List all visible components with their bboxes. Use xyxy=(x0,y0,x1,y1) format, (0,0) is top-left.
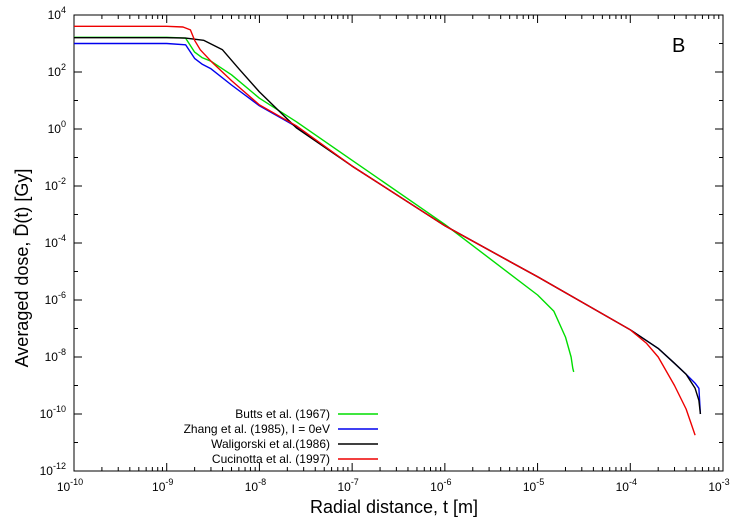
plot-frame xyxy=(73,14,724,472)
y-tick-label: 104 xyxy=(48,5,66,22)
x-tick-label: 10-7 xyxy=(337,477,358,494)
x-tick-label: 10-6 xyxy=(430,477,451,494)
y-tick-label: 10-2 xyxy=(45,176,66,193)
x-tick-label: 10-9 xyxy=(152,477,173,494)
x-tick-label: 10-10 xyxy=(57,477,83,494)
series-line-2 xyxy=(74,42,702,415)
legend-entry-label: Waligorski et al.(1986) xyxy=(211,437,330,451)
series-line-4 xyxy=(74,25,696,436)
x-tick-label: 10-8 xyxy=(245,477,266,494)
y-tick-label: 10-10 xyxy=(40,404,66,421)
y-tick-label: 10-12 xyxy=(40,461,66,478)
series-line-3 xyxy=(74,37,702,415)
panel-label: B xyxy=(672,35,685,57)
legend-entry-label: Cucinotta et al. (1997) xyxy=(212,452,330,466)
y-tick-label: 100 xyxy=(48,119,66,136)
y-axis-title: Averaged dose, D̄(t) [Gy] xyxy=(12,169,32,368)
x-tick-label: 10-3 xyxy=(708,477,729,494)
legend-entry-label: Zhang et al. (1985), I = 0eV xyxy=(184,422,330,436)
y-tick-label: 102 xyxy=(48,62,66,79)
y-tick-label: 10-6 xyxy=(45,290,66,307)
y-tick-label: 10-4 xyxy=(45,233,66,250)
series-line-1 xyxy=(74,36,575,373)
legend-entry-label: Butts et al. (1967) xyxy=(235,407,330,421)
x-tick-label: 10-5 xyxy=(523,477,544,494)
legend: Butts et al. (1967)Zhang et al. (1985), … xyxy=(184,407,378,466)
axes: 10-10 10-9 10-8 10-7 10-6 10-5 10-4 10-3 104 102 1… xyxy=(40,5,730,494)
series-lines xyxy=(74,25,702,436)
x-axis-title: Radial distance, t [m] xyxy=(310,497,478,517)
y-tick-label: 10-8 xyxy=(45,347,66,364)
x-tick-label: 10-4 xyxy=(616,477,637,494)
